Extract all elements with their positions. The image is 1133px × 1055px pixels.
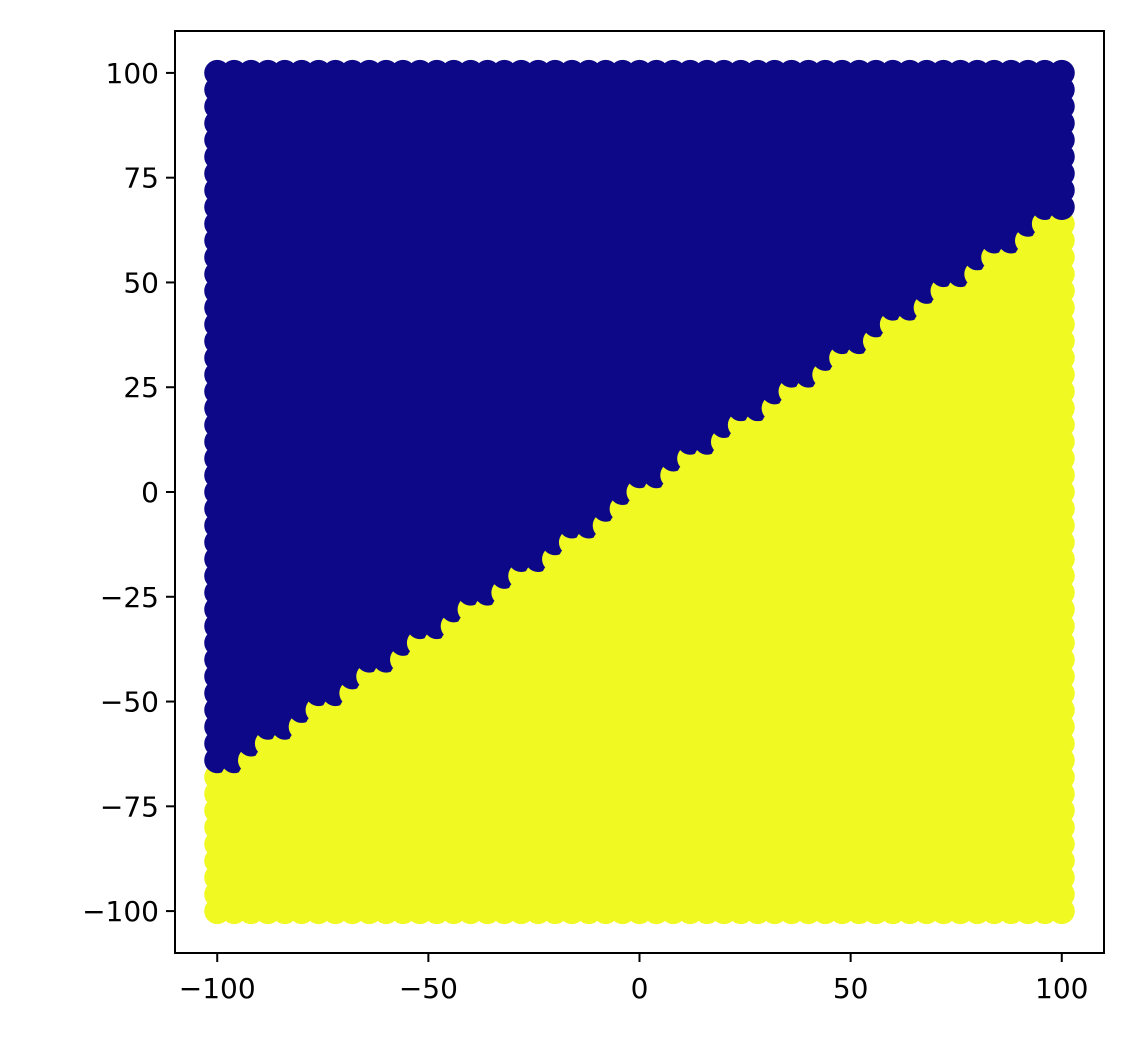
y-tick-label: −75 <box>100 790 159 823</box>
y-tick-label: 0 <box>141 476 159 509</box>
x-tick-label: 50 <box>833 972 869 1005</box>
x-tick-label: −100 <box>179 972 256 1005</box>
y-tick-label: −100 <box>82 895 159 928</box>
y-tick-label: −25 <box>100 581 159 614</box>
x-axis: −100 −50 0 50 100 <box>179 953 1088 1005</box>
y-axis: −100 −75 −50 −25 0 25 50 75 100 <box>82 57 175 928</box>
x-tick-label: 0 <box>631 972 649 1005</box>
y-tick-label: 50 <box>123 266 159 299</box>
data-point <box>1048 59 1075 86</box>
x-tick-label: 100 <box>1035 972 1088 1005</box>
y-tick-label: −50 <box>100 686 159 719</box>
data-points <box>204 59 1075 925</box>
y-tick-label: 100 <box>106 57 159 90</box>
y-tick-label: 25 <box>123 371 159 404</box>
x-tick-label: −50 <box>399 972 458 1005</box>
y-tick-label: 75 <box>123 162 159 195</box>
